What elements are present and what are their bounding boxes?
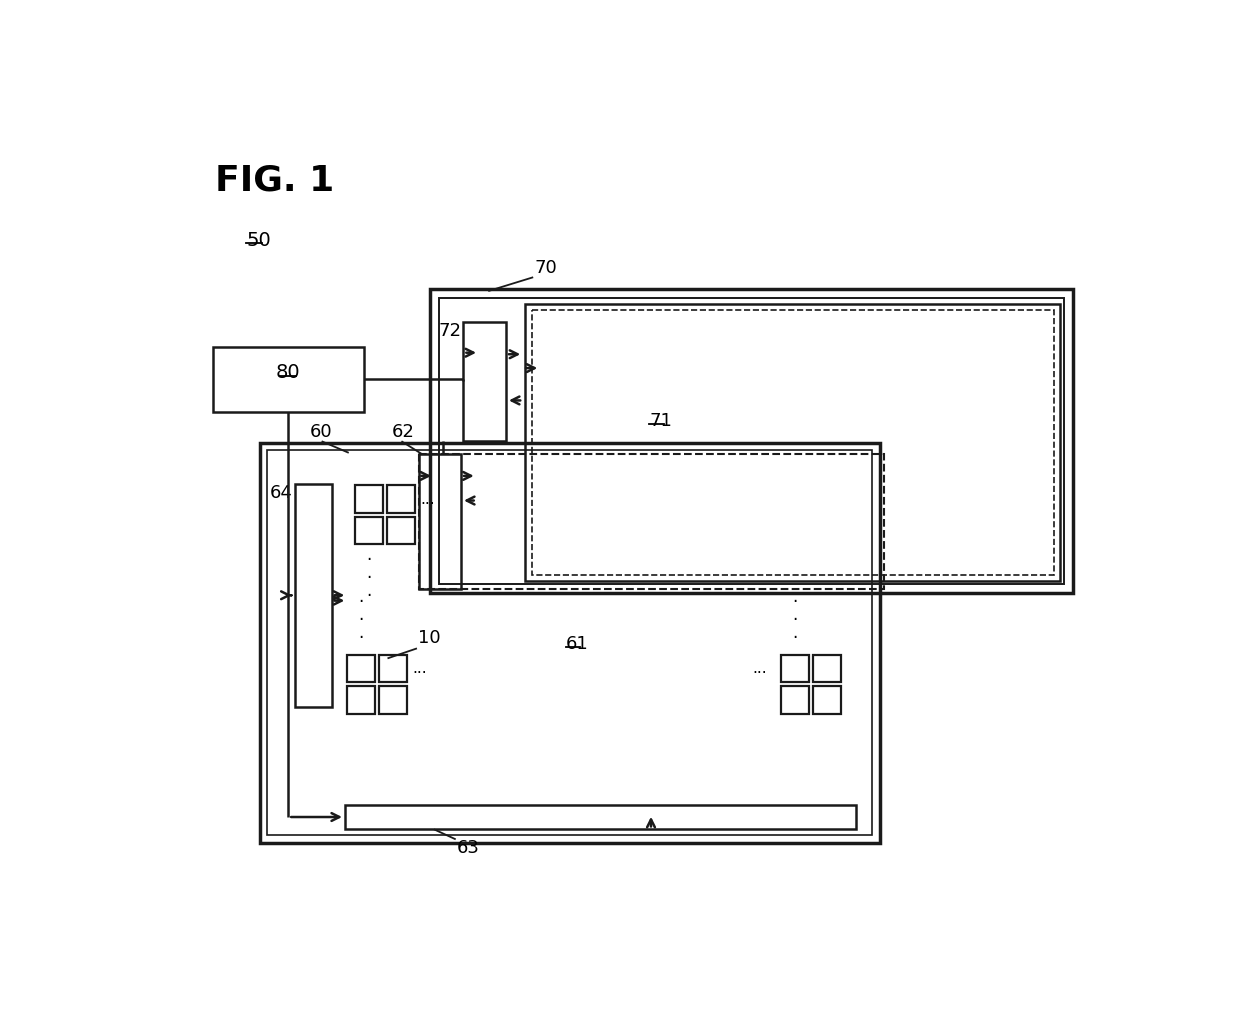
Bar (387, 485, 414, 512)
Bar (295, 484, 332, 707)
Text: ...: ... (412, 661, 427, 676)
Bar (419, 454, 461, 589)
Text: ·
·
·: · · · (366, 550, 372, 605)
Bar (259, 443, 879, 843)
Bar (213, 346, 365, 412)
Bar (430, 289, 1074, 593)
Text: 80: 80 (277, 364, 300, 382)
Bar (439, 298, 1064, 583)
Text: 10: 10 (419, 629, 441, 647)
Text: ...: ... (420, 492, 435, 506)
Bar (347, 654, 374, 682)
Bar (268, 451, 872, 836)
Bar (379, 654, 407, 682)
Text: 61: 61 (565, 636, 589, 653)
Text: ·
·
·: · · · (358, 593, 363, 647)
Text: 70: 70 (534, 259, 558, 277)
Bar (464, 321, 506, 442)
Bar (813, 654, 841, 682)
Text: 71: 71 (650, 412, 672, 430)
Text: FIG. 1: FIG. 1 (216, 163, 335, 197)
Text: ...: ... (753, 661, 768, 676)
Bar (347, 686, 374, 714)
Bar (355, 485, 383, 512)
Text: ·
·
·: · · · (792, 593, 797, 647)
Bar (781, 686, 808, 714)
Text: 63: 63 (458, 839, 480, 858)
Bar (813, 686, 841, 714)
Text: 64: 64 (270, 484, 293, 501)
Text: 72: 72 (439, 321, 463, 340)
Bar (355, 517, 383, 544)
Text: 62: 62 (392, 423, 414, 442)
Text: 50: 50 (247, 231, 272, 250)
Bar (387, 517, 414, 544)
Bar (532, 310, 1054, 575)
Bar (419, 454, 883, 589)
Bar (345, 805, 857, 830)
Text: 60: 60 (310, 423, 332, 442)
Bar (526, 304, 1060, 581)
Bar (781, 654, 808, 682)
Bar (379, 686, 407, 714)
